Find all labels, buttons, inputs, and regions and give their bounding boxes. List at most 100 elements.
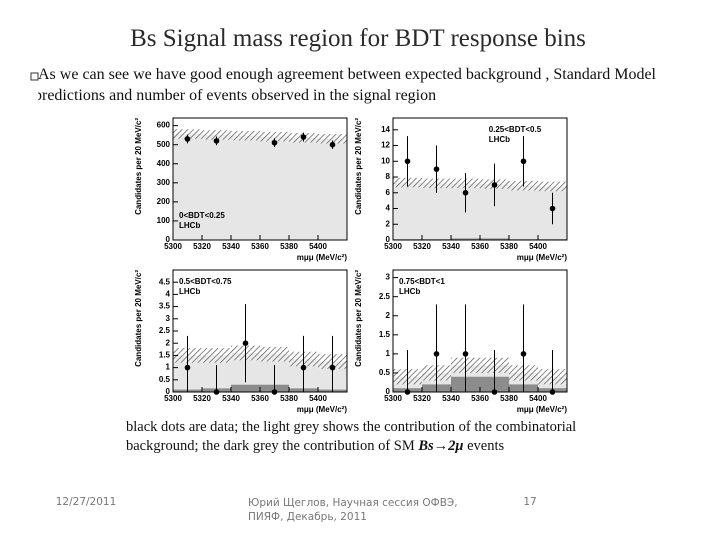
data-point [520,158,527,165]
data-point [184,136,191,142]
footer-author-box: Юрий Щеглов, Научная сессия ОФВЭ, ПИЯФ, … [248,497,458,523]
y-tick-label: 300 [157,178,171,187]
x-tick-label: 5400 [309,242,327,251]
caption-end: events [463,438,505,454]
caption-text: black dots are data; the light grey show… [126,419,577,454]
x-tick-label: 5380 [500,394,518,403]
data-point [404,158,411,165]
y-tick-label: 3 [386,273,391,282]
x-tick-label: 5360 [471,394,489,403]
data-point [433,166,440,172]
x-axis-label: mμμ (MeV/c²) [517,253,568,262]
x-axis-label: mμμ (MeV/c²) [297,405,348,414]
data-point [242,340,249,347]
panel: 5300 5320 5340 5360 5380 5400 0 0.5 1 1.5 2 2.5 3 mμμ… [354,269,568,414]
x-tick-label: 5320 [193,394,211,403]
y-axis-label: Candidates per 20 MeV/c² [354,270,363,367]
y-tick-label: 0 [166,387,171,396]
y-tick-label: 600 [157,121,171,130]
x-tick-label: 5320 [193,242,211,251]
y-tick-label: 0 [166,235,171,244]
data-point [271,139,278,146]
x-tick-label: 5340 [222,394,240,403]
footer-page: 17 [523,496,536,508]
footer-date: 12/27/2011 [56,496,117,508]
x-tick-label: 5300 [164,242,182,251]
y-tick-label: 2.5 [379,292,391,301]
x-tick-label: 5340 [442,242,460,251]
signal-bar [231,384,260,392]
y-tick-label: 2.5 [159,326,171,335]
bullet-box: As we can see we have good enough agreem… [38,66,656,104]
data-point [404,389,411,395]
bdt-label: 0.25<BDT<0.5 [489,125,542,134]
y-tick-label: 2 [386,311,391,320]
y-tick-label: 6 [386,188,391,197]
y-tick-label: 400 [157,159,171,168]
experiment-label: LHCb [179,287,200,296]
uncertainty-band [202,130,231,140]
signal-bar [451,238,480,240]
data-point [213,138,220,144]
uncertainty-band [202,348,231,363]
uncertainty-band [260,346,289,362]
y-tick-label: 2 [386,219,391,228]
y-tick-label: 500 [157,140,171,149]
x-tick-label: 5360 [251,394,269,403]
y-tick-label: 0.5 [379,368,391,377]
y-tick-label: 2 [166,338,171,347]
y-tick-label: 1.5 [159,351,171,360]
y-tick-label: 12 [381,141,390,150]
uncertainty-band [231,130,260,141]
x-tick-label: 5360 [471,242,489,251]
x-tick-label: 5360 [251,242,269,251]
x-tick-label: 5300 [384,394,402,403]
caption-box: black dots are data; the light grey show… [126,418,636,456]
y-tick-label: 8 [386,172,391,181]
x-tick-label: 5320 [413,242,431,251]
data-point [271,389,278,395]
background-bar [393,182,422,240]
x-axis-label: mμμ (MeV/c²) [517,405,568,414]
uncertainty-band [538,181,567,192]
x-tick-label: 5320 [413,394,431,403]
y-tick-label: 4 [386,204,391,213]
y-axis-label: Candidates per 20 MeV/c² [134,270,143,367]
caption: black dots are data; the light grey show… [126,418,636,456]
x-tick-label: 5340 [442,394,460,403]
y-axis-label: Candidates per 20 MeV/c² [354,118,363,215]
background-bar [231,135,260,240]
background-bar [289,137,318,240]
background-bar [260,136,289,240]
experiment-label: LHCb [399,287,420,296]
y-tick-label: 200 [157,197,171,206]
y-tick-label: 3.5 [159,302,171,311]
x-tick-label: 5300 [384,242,402,251]
data-point [433,351,440,357]
data-point [300,364,307,371]
y-tick-label: 0 [386,235,391,244]
background-bar [173,134,202,240]
experiment-label: LHCb [179,221,200,230]
data-point [462,351,469,357]
x-tick-label: 5380 [500,242,518,251]
data-point [491,182,498,188]
x-tick-label: 5400 [529,242,547,251]
uncertainty-band [173,129,202,139]
bdt-label: 0.75<BDT<1 [399,277,445,286]
x-tick-label: 5380 [280,242,298,251]
x-tick-label: 5380 [280,394,298,403]
experiment-label: LHCb [489,135,510,144]
y-tick-label: 14 [381,125,390,134]
y-axis-label: Candidates per 20 MeV/c² [134,118,143,215]
y-tick-label: 1 [166,363,171,372]
bdt-label: 0<BDT<0.25 [179,211,225,220]
y-tick-label: 0.5 [159,375,171,384]
data-point [549,205,556,212]
y-tick-label: 3 [166,314,171,323]
bdt-label: 0.5<BDT<0.75 [179,277,232,286]
data-point [329,364,336,371]
y-tick-label: 0 [386,387,391,396]
x-tick-label: 5300 [164,394,182,403]
slide-title: Bs Signal mass region for BDT response b… [130,25,586,52]
